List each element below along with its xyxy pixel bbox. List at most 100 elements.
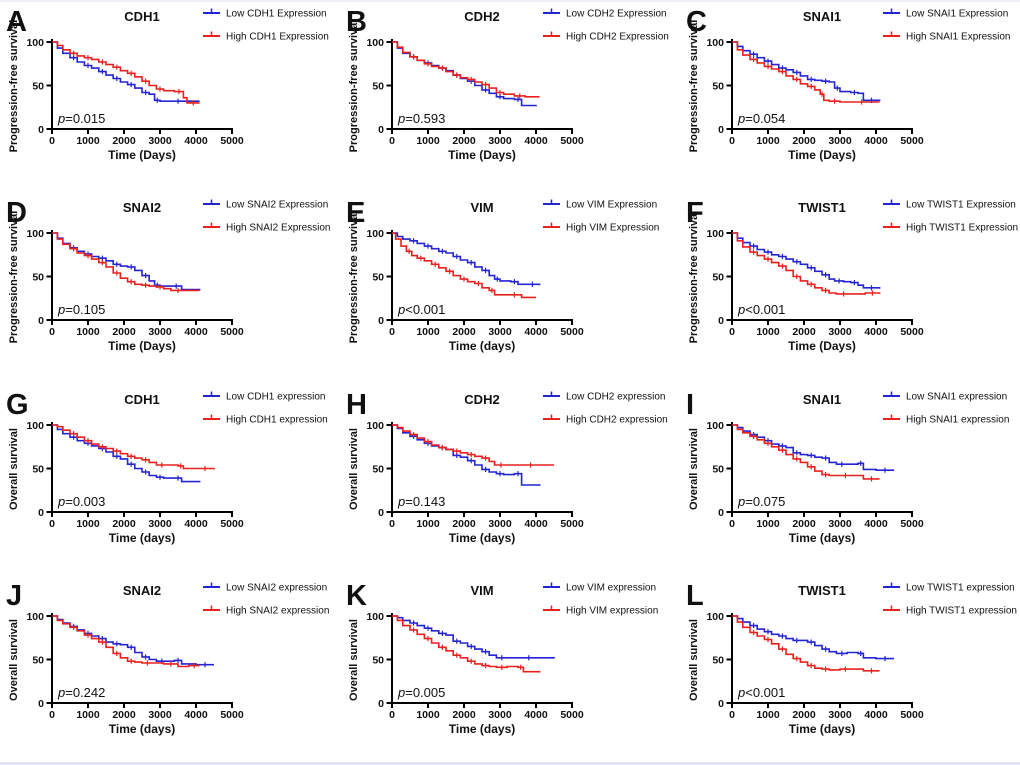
y-tick-label: 0 bbox=[38, 124, 44, 136]
legend-label: High CDH2 Expression bbox=[566, 32, 669, 43]
p-value-label: p=0.005 bbox=[397, 685, 445, 700]
curve-low-series bbox=[732, 232, 881, 289]
y-tick-label: 100 bbox=[366, 611, 384, 623]
p-value-label: p=0.054 bbox=[737, 111, 785, 126]
x-tick-label: 3000 bbox=[488, 518, 512, 530]
legend-label: High CDH1 expression bbox=[226, 414, 328, 425]
y-axis-title: Overall survival bbox=[688, 619, 700, 701]
y-tick-label: 100 bbox=[366, 37, 384, 49]
curve-high-series bbox=[392, 614, 541, 673]
x-axis-title: Time (days) bbox=[789, 722, 855, 736]
x-tick-label: 3000 bbox=[828, 135, 852, 147]
panel-F: F TWIST1 Low TWIST1 Expression High TWIST1 … bbox=[686, 197, 1018, 353]
x-tick-label: 4000 bbox=[524, 518, 548, 530]
x-tick-label: 0 bbox=[729, 518, 735, 530]
legend-label: Low CDH2 expression bbox=[566, 391, 666, 402]
p-value-label: p=0.015 bbox=[57, 111, 105, 126]
x-tick-label: 3000 bbox=[148, 709, 172, 721]
x-tick-label: 2000 bbox=[112, 709, 136, 721]
legend-label: High VIM Expression bbox=[566, 223, 659, 234]
y-tick-label: 0 bbox=[38, 315, 44, 327]
y-tick-label: 0 bbox=[378, 698, 384, 710]
legend-label: High CDH1 Expression bbox=[226, 32, 329, 43]
curve-high-series bbox=[732, 41, 880, 103]
legend-label: High SNAI2 expression bbox=[226, 605, 329, 616]
legend-label: Low CDH2 Expression bbox=[566, 9, 667, 20]
panel-B: B CDH2 Low CDH2 Expression High CDH2 Expres… bbox=[346, 6, 669, 162]
x-tick-label: 4000 bbox=[184, 135, 208, 147]
x-axis-title: Time (Days) bbox=[448, 148, 516, 162]
panel-title: TWIST1 bbox=[798, 200, 846, 215]
y-axis-title: Overall survival bbox=[8, 428, 20, 510]
y-axis-title: Overall survival bbox=[348, 619, 360, 701]
x-tick-label: 5000 bbox=[560, 326, 584, 338]
x-tick-label: 5000 bbox=[900, 135, 924, 147]
x-tick-label: 1000 bbox=[76, 518, 100, 530]
x-tick-label: 0 bbox=[49, 518, 55, 530]
legend-label: High SNAI1 expression bbox=[906, 414, 1009, 425]
y-tick-label: 0 bbox=[718, 506, 724, 518]
curve-high-series bbox=[52, 423, 215, 469]
x-tick-label: 1000 bbox=[416, 709, 440, 721]
legend-label: Low VIM Expression bbox=[566, 200, 657, 211]
y-tick-label: 50 bbox=[372, 463, 384, 475]
x-tick-label: 0 bbox=[49, 326, 55, 338]
y-tick-label: 50 bbox=[712, 272, 724, 284]
curve-low-series bbox=[732, 614, 894, 660]
panel-H: H CDH2 Low CDH2 expression High CDH2 expres… bbox=[346, 389, 668, 545]
x-tick-label: 1000 bbox=[756, 326, 780, 338]
y-axis-title: Progression-free survival bbox=[8, 20, 20, 153]
curve-high-series bbox=[392, 423, 554, 466]
curve-low-series bbox=[392, 614, 555, 659]
x-tick-label: 3000 bbox=[148, 135, 172, 147]
y-tick-label: 100 bbox=[706, 228, 724, 240]
panel-title: VIM bbox=[470, 583, 493, 598]
curve-low-series bbox=[392, 423, 541, 486]
panel-title: SNAI1 bbox=[803, 9, 841, 24]
y-tick-label: 0 bbox=[38, 698, 44, 710]
legend-label: Low TWIST1 expression bbox=[906, 582, 1015, 593]
x-axis-title: Time (Days) bbox=[108, 339, 176, 353]
panel-G: G CDH1 Low CDH1 expression High CDH1 expres… bbox=[6, 389, 328, 545]
x-tick-label: 0 bbox=[729, 709, 735, 721]
y-tick-label: 50 bbox=[712, 80, 724, 92]
x-tick-label: 4000 bbox=[864, 326, 888, 338]
panel-letter: J bbox=[6, 580, 22, 612]
y-tick-label: 100 bbox=[706, 611, 724, 623]
y-axis-title: Progression-free survival bbox=[688, 20, 700, 153]
panel-title: CDH2 bbox=[464, 392, 499, 407]
p-value-label: p<0.001 bbox=[397, 302, 445, 317]
x-axis-title: Time (Days) bbox=[788, 148, 856, 162]
panel-letter: L bbox=[686, 580, 704, 612]
x-tick-label: 1000 bbox=[416, 135, 440, 147]
x-tick-label: 0 bbox=[389, 518, 395, 530]
panel-E: E VIM Low VIM Expression High VIM Expressio… bbox=[346, 197, 659, 353]
legend-label: Low VIM expression bbox=[566, 582, 656, 593]
panel-title: TWIST1 bbox=[798, 583, 846, 598]
x-tick-label: 1000 bbox=[756, 518, 780, 530]
x-tick-label: 2000 bbox=[112, 518, 136, 530]
x-tick-label: 5000 bbox=[560, 518, 584, 530]
y-tick-label: 50 bbox=[32, 463, 44, 475]
y-axis-title: Progression-free survival bbox=[348, 20, 360, 153]
x-tick-label: 1000 bbox=[416, 518, 440, 530]
x-tick-label: 1000 bbox=[76, 135, 100, 147]
legend-label: Low CDH1 expression bbox=[226, 391, 326, 402]
x-tick-label: 1000 bbox=[76, 326, 100, 338]
x-tick-label: 3000 bbox=[488, 135, 512, 147]
x-tick-label: 5000 bbox=[220, 518, 244, 530]
legend-label: High VIM expression bbox=[566, 605, 658, 616]
y-tick-label: 0 bbox=[718, 124, 724, 136]
y-tick-label: 100 bbox=[366, 228, 384, 240]
panel-title: SNAI2 bbox=[123, 583, 161, 598]
y-tick-label: 50 bbox=[372, 272, 384, 284]
p-value-label: p=0.242 bbox=[57, 685, 105, 700]
x-tick-label: 3000 bbox=[828, 326, 852, 338]
panel-A: A CDH1 Low CDH1 Expression High CDH1 Expres… bbox=[6, 6, 329, 162]
curve-high-series bbox=[392, 41, 540, 98]
panel-C: C SNAI1 Low SNAI1 Expression High SNAI1 Exp… bbox=[686, 6, 1011, 162]
curve-low-series bbox=[732, 41, 881, 102]
x-tick-label: 1000 bbox=[76, 709, 100, 721]
panel-D: D SNAI2 Low SNAI2 Expression High SNAI2 Exp… bbox=[6, 197, 331, 353]
y-tick-label: 0 bbox=[378, 506, 384, 518]
